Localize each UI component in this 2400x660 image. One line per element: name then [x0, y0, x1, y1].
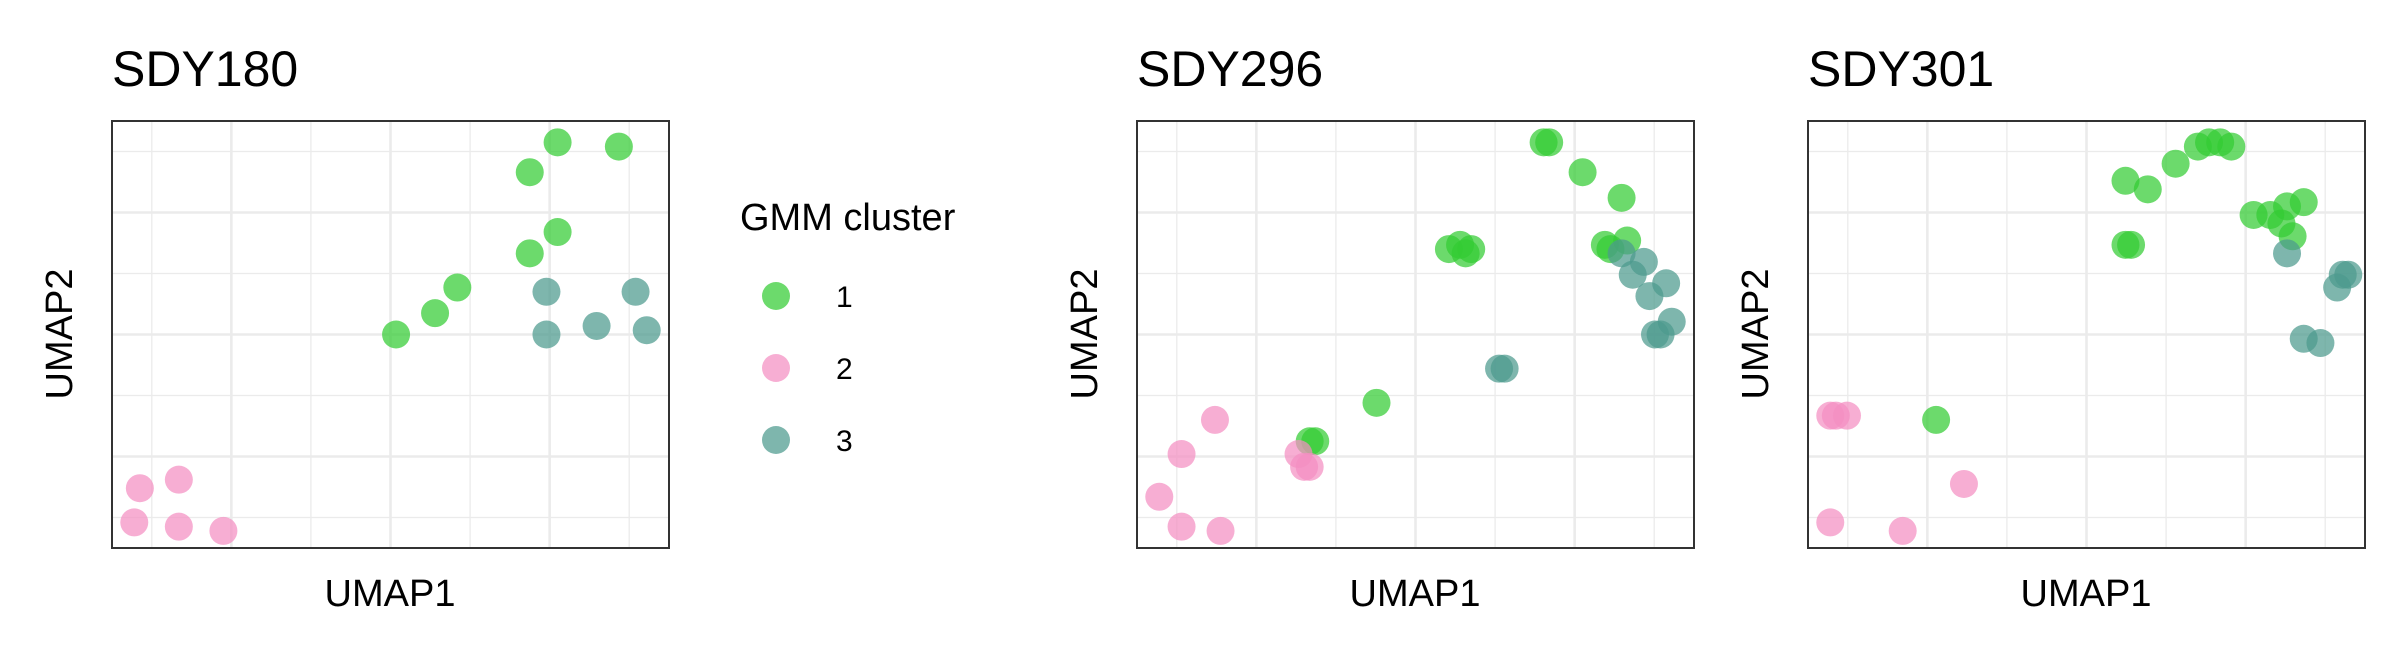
- data-point-cluster-2: [125, 474, 154, 503]
- data-point-cluster-3: [621, 277, 650, 306]
- data-point-cluster-1: [443, 273, 472, 302]
- data-point-cluster-3: [2306, 329, 2335, 358]
- panel-sdy301: SDY301 UMAP1 UMAP2: [1735, 41, 2366, 615]
- points-layer: [120, 128, 661, 545]
- panel-border: [1136, 120, 1695, 549]
- panel-title: SDY180: [112, 41, 298, 97]
- data-point-cluster-2: [1832, 401, 1861, 430]
- data-point-cluster-3: [1607, 239, 1636, 268]
- data-point-cluster-1: [515, 239, 544, 268]
- data-point-cluster-1: [604, 132, 633, 161]
- data-point-cluster-3: [2334, 260, 2363, 289]
- data-point-cluster-2: [209, 516, 238, 545]
- y-axis-label: UMAP2: [1735, 269, 1777, 400]
- data-point-cluster-3: [582, 311, 611, 340]
- data-point-cluster-2: [120, 508, 149, 537]
- data-point-cluster-2: [164, 512, 193, 541]
- y-axis-label: UMAP2: [1064, 269, 1106, 400]
- x-axis-label: UMAP1: [325, 573, 456, 615]
- data-point-cluster-2: [1167, 440, 1196, 469]
- data-point-cluster-2: [1888, 516, 1917, 545]
- data-point-cluster-1: [543, 218, 572, 247]
- points-layer: [1816, 128, 2363, 545]
- legend-swatch: [762, 282, 790, 310]
- legend-label: 1: [836, 281, 853, 314]
- data-point-cluster-1: [1535, 128, 1564, 157]
- data-point-cluster-3: [1652, 269, 1681, 298]
- grid-lines: [1808, 121, 2365, 548]
- data-point-cluster-1: [2111, 166, 2140, 195]
- data-point-cluster-2: [1290, 452, 1319, 481]
- data-point-cluster-1: [382, 320, 411, 349]
- data-point-cluster-1: [1607, 183, 1636, 212]
- data-point-cluster-1: [1451, 239, 1480, 268]
- data-point-cluster-1: [1362, 388, 1391, 417]
- panel-title: SDY301: [1808, 41, 1994, 97]
- data-point-cluster-2: [1167, 512, 1196, 541]
- legend-label: 2: [836, 353, 853, 386]
- data-point-cluster-2: [1206, 516, 1235, 545]
- data-point-cluster-1: [2239, 200, 2268, 229]
- legend-title: GMM cluster: [740, 197, 956, 239]
- data-point-cluster-1: [2161, 149, 2190, 178]
- data-point-cluster-1: [2133, 175, 2162, 204]
- legend-item: 1: [762, 281, 853, 314]
- panel-sdy296: SDY296 UMAP1 UMAP2: [1064, 41, 1695, 615]
- data-point-cluster-1: [2289, 188, 2318, 217]
- points-layer: [1145, 128, 1686, 545]
- data-point-cluster-3: [532, 320, 561, 349]
- data-point-cluster-3: [1618, 260, 1647, 289]
- legend-swatch: [762, 426, 790, 454]
- x-axis-label: UMAP1: [2021, 573, 2152, 615]
- data-point-cluster-3: [1646, 320, 1675, 349]
- panel-border: [1807, 120, 2366, 549]
- data-point-cluster-2: [1816, 508, 1845, 537]
- legend-item: 3: [762, 425, 853, 458]
- data-point-cluster-3: [2273, 239, 2302, 268]
- grid-lines: [1137, 121, 1694, 548]
- data-point-cluster-1: [543, 128, 572, 157]
- data-point-cluster-3: [1490, 354, 1519, 383]
- panel-title: SDY296: [1137, 41, 1323, 97]
- data-point-cluster-1: [515, 158, 544, 187]
- data-point-cluster-2: [164, 465, 193, 494]
- y-axis-label: UMAP2: [39, 269, 81, 400]
- data-point-cluster-1: [421, 299, 450, 328]
- legend-label: 3: [836, 425, 853, 458]
- legend-item: 2: [762, 353, 853, 386]
- panel-sdy180: SDY180 UMAP1 UMAP2: [39, 41, 670, 615]
- data-point-cluster-2: [1200, 405, 1229, 434]
- data-point-cluster-3: [632, 316, 661, 345]
- data-point-cluster-2: [1949, 469, 1978, 498]
- panel-border: [111, 120, 670, 549]
- data-point-cluster-1: [1568, 158, 1597, 187]
- data-point-cluster-1: [1922, 405, 1951, 434]
- data-point-cluster-1: [2217, 132, 2246, 161]
- data-point-cluster-1: [2111, 230, 2140, 259]
- legend-swatch: [762, 354, 790, 382]
- legend: GMM cluster 1 2 3: [740, 197, 956, 458]
- data-point-cluster-3: [532, 277, 561, 306]
- data-point-cluster-2: [1145, 482, 1174, 511]
- x-axis-label: UMAP1: [1350, 573, 1481, 615]
